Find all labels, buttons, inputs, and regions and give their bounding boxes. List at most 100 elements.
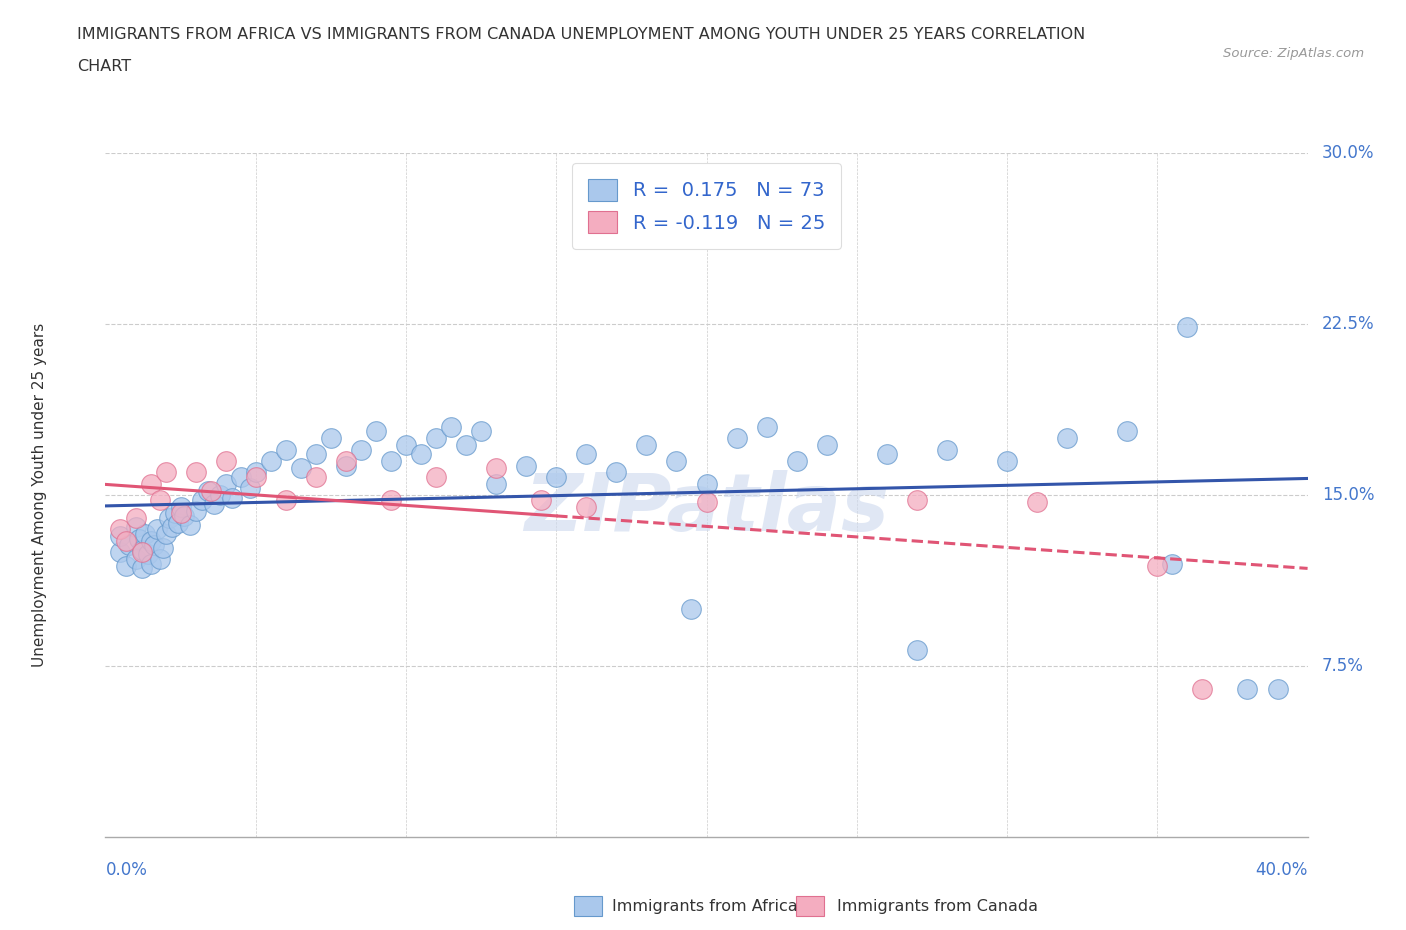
Point (131, 561, 153, 576)
Point (118, 538, 141, 552)
Point (152, 540, 174, 555)
Point (139, 476, 162, 491)
Point (124, 551, 146, 566)
FancyBboxPatch shape (796, 896, 824, 916)
Point (636, 438, 658, 453)
Point (575, 499, 598, 514)
Point (169, 506, 191, 521)
Point (145, 522, 167, 537)
Point (1191, 682, 1213, 697)
Legend: R =  0.175   N = 73, R = -0.119   N = 25: R = 0.175 N = 73, R = -0.119 N = 25 (572, 163, 841, 249)
Point (725, 431, 748, 445)
Point (163, 506, 186, 521)
Point (155, 465, 177, 480)
Point (485, 476, 508, 491)
Point (380, 492, 402, 507)
Point (157, 511, 180, 525)
Point (139, 534, 162, 549)
Point (335, 458, 357, 473)
Text: ZIPatlas: ZIPatlas (524, 470, 889, 548)
Point (575, 446, 598, 461)
Point (905, 492, 928, 507)
Point (1056, 431, 1078, 445)
Point (876, 446, 898, 461)
Point (221, 490, 243, 505)
Point (245, 465, 267, 480)
Point (139, 556, 162, 571)
Point (696, 495, 718, 510)
Point (124, 511, 146, 525)
Point (200, 484, 222, 498)
Point (696, 476, 718, 491)
Point (214, 454, 236, 469)
Point (1161, 556, 1184, 571)
Text: 7.5%: 7.5% (1322, 658, 1364, 675)
Point (305, 470, 328, 485)
Point (184, 465, 207, 480)
Point (245, 470, 267, 485)
Point (197, 484, 219, 498)
Point (936, 443, 959, 458)
Point (425, 470, 447, 485)
Point (136, 547, 159, 562)
Point (350, 443, 373, 458)
Point (290, 460, 312, 475)
Point (530, 492, 553, 507)
Text: CHART: CHART (77, 60, 131, 74)
Point (485, 460, 508, 475)
Point (364, 424, 387, 439)
Point (134, 526, 156, 541)
Text: 0.0%: 0.0% (105, 861, 148, 879)
Point (1267, 682, 1289, 697)
Point (124, 520, 146, 535)
Point (148, 551, 170, 566)
Text: Immigrants from Africa: Immigrants from Africa (612, 899, 797, 914)
Point (274, 443, 297, 458)
Point (110, 545, 132, 560)
Point (179, 517, 201, 532)
Point (681, 602, 703, 617)
Point (440, 419, 463, 434)
Point (454, 438, 477, 453)
Point (905, 643, 928, 658)
Point (155, 526, 177, 541)
Text: 22.5%: 22.5% (1322, 315, 1375, 333)
Point (173, 509, 195, 524)
Point (1116, 424, 1139, 439)
Point (274, 492, 297, 507)
Point (184, 504, 207, 519)
Text: IMMIGRANTS FROM AFRICA VS IMMIGRANTS FROM CANADA UNEMPLOYMENT AMONG YOUTH UNDER : IMMIGRANTS FROM AFRICA VS IMMIGRANTS FRO… (77, 27, 1085, 42)
Point (425, 431, 447, 445)
Point (665, 454, 688, 469)
Point (239, 481, 262, 496)
Point (335, 454, 357, 469)
Point (160, 520, 183, 535)
Point (1146, 558, 1168, 573)
Text: 30.0%: 30.0% (1322, 144, 1375, 163)
Point (546, 470, 568, 485)
Text: Immigrants from Canada: Immigrants from Canada (837, 899, 1038, 914)
Point (131, 545, 153, 560)
Point (409, 446, 432, 461)
Point (202, 497, 225, 512)
Point (605, 465, 627, 480)
Point (148, 492, 170, 507)
Point (110, 529, 132, 544)
Point (115, 534, 138, 549)
Point (128, 531, 150, 546)
Point (380, 454, 402, 469)
Point (395, 438, 418, 453)
FancyBboxPatch shape (574, 896, 602, 916)
Point (166, 515, 188, 530)
Point (208, 488, 231, 503)
Point (1175, 319, 1198, 334)
Point (190, 492, 212, 507)
Point (319, 431, 342, 445)
Point (755, 419, 778, 434)
Point (515, 458, 537, 473)
Point (115, 558, 138, 573)
Text: 15.0%: 15.0% (1322, 486, 1375, 504)
Point (305, 446, 328, 461)
Text: Source: ZipAtlas.com: Source: ZipAtlas.com (1223, 47, 1364, 60)
Point (815, 438, 838, 453)
